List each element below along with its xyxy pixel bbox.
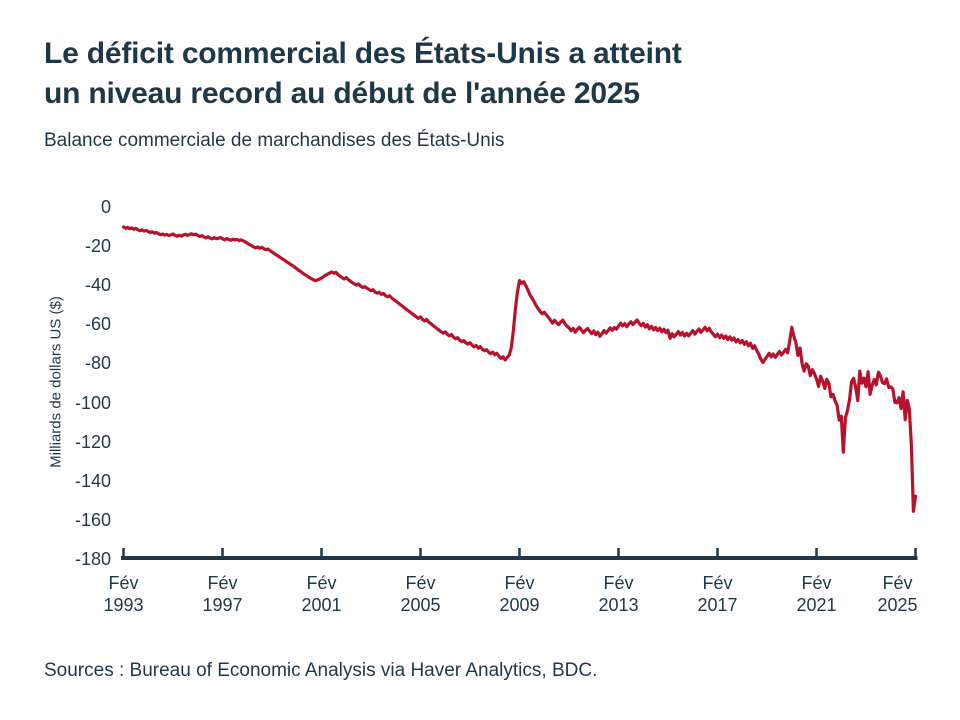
x-tick-year: 2017 (697, 595, 738, 615)
x-tick-label: Fév 2001 (280, 572, 364, 616)
x-tick-label: Fév 2017 (676, 572, 760, 616)
x-tick-year: 1993 (103, 595, 144, 615)
x-tick-year: 2005 (400, 595, 441, 615)
x-tick-label: Fév 2005 (379, 572, 463, 616)
x-tick-month: Fév (306, 573, 337, 593)
chart-title-line1: Le déficit commercial des États-Unis a a… (44, 37, 682, 70)
x-tick-month: Fév (405, 573, 436, 593)
x-tick-month: Fév (801, 573, 832, 593)
x-tick-label: Fév 1993 (82, 572, 166, 616)
y-tick-label: -20 (84, 236, 111, 257)
x-tick-month: Fév (702, 573, 733, 593)
x-tick-month: Fév (603, 573, 634, 593)
source-note: Sources : Bureau of Economic Analysis vi… (44, 660, 598, 681)
x-tick-year: 2021 (796, 595, 837, 615)
x-tick-year: 1997 (202, 595, 243, 615)
y-tick-label: 0 (100, 197, 111, 217)
x-tick-month: Fév (207, 573, 238, 593)
x-tick-month: Fév (108, 573, 139, 593)
y-tick-label: -160 (74, 509, 111, 530)
x-tick-year: 2001 (301, 595, 342, 615)
x-tick-year: 2025 (877, 595, 918, 615)
chart-title-line2: un niveau record au début de l'année 202… (44, 77, 640, 110)
y-tick-label: -80 (84, 353, 111, 374)
y-tick-label: -40 (84, 275, 111, 296)
x-tick-label: Fév 2009 (478, 572, 562, 616)
trade-balance-line (121, 225, 918, 513)
x-tick-year: 2013 (598, 595, 639, 615)
x-tick-label: Fév 2021 (775, 572, 859, 616)
x-tick-label: Fév 2013 (577, 572, 661, 616)
y-tick-label: -100 (74, 392, 111, 413)
chart-title: Le déficit commercial des États-Unis a a… (44, 34, 864, 114)
y-tick-label: -140 (74, 470, 111, 491)
y-tick-label: -60 (84, 314, 111, 335)
x-tick-year: 2009 (499, 595, 540, 615)
x-tick-month: Fév (504, 573, 535, 593)
x-tick-month: Fév (882, 573, 913, 593)
y-tick-label: -180 (74, 549, 111, 569)
chart-subtitle: Balance commerciale de marchandises des … (44, 130, 505, 151)
x-tick-label: Fév 1997 (181, 572, 265, 616)
x-tick-label: Fév 2025 (856, 572, 940, 616)
trade-balance-chart (121, 225, 918, 560)
y-tick-label: -120 (74, 431, 111, 452)
